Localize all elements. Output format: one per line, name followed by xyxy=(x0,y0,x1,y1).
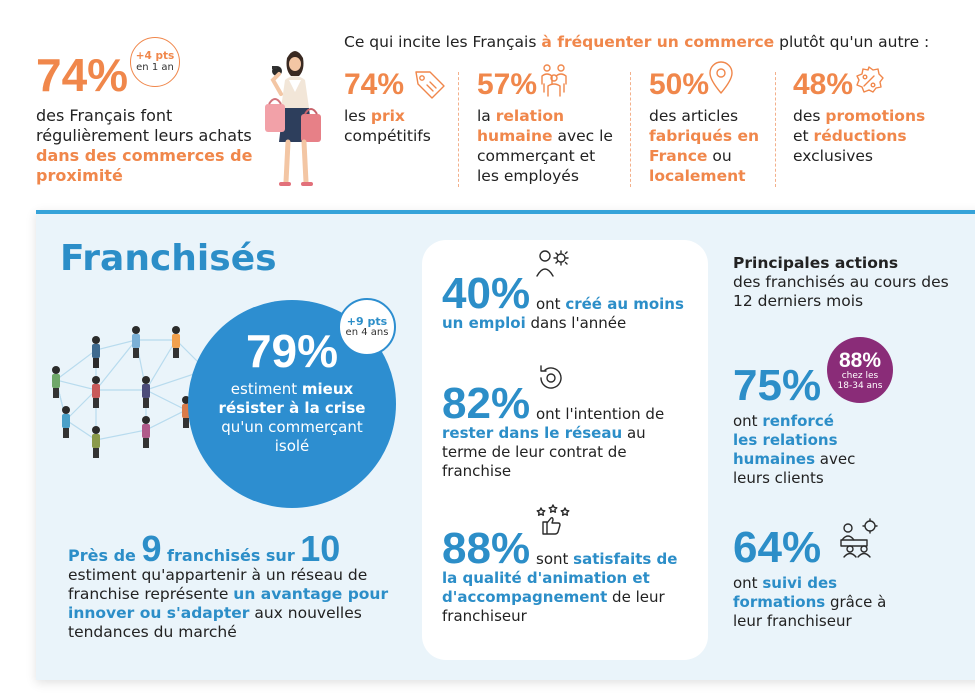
separator xyxy=(458,72,459,187)
card-stat-jobs-pct: 40% xyxy=(442,269,531,318)
young-label: chez les 18-34 ans xyxy=(837,370,883,391)
panel-title: Franchisés xyxy=(60,238,277,279)
card-stat-jobs-text: ont créé au moins un emploi dans l'année xyxy=(442,295,684,332)
badge-period: en 4 ans xyxy=(345,327,389,338)
action-training-pct: 64% xyxy=(733,523,822,572)
thumbs-up-stars-icon xyxy=(536,504,570,535)
resilience-text: estiment mieux résister à la crise qu'un… xyxy=(218,380,366,455)
badge-value: +4 pts xyxy=(135,50,175,62)
stat-relation-text: la relation humaine avec le commerçant e… xyxy=(477,107,613,185)
stat-relation-pct: 57% xyxy=(477,68,538,101)
nine-of-ten-heading: Près de 9 franchisés sur 10 xyxy=(68,528,341,569)
separator xyxy=(775,72,776,187)
training-group-icon xyxy=(840,518,878,558)
stat-prices-pct: 74% xyxy=(344,68,405,101)
stat-promotions-text: des promotions et réductions exclusives xyxy=(793,107,926,165)
young-franchisees-badge: 88% chez les 18-34 ans xyxy=(827,337,893,403)
stat-made-in-france-pct: 50% xyxy=(649,68,710,101)
location-pin-icon xyxy=(709,61,733,94)
increase-badge: +4 pts en 1 an xyxy=(130,37,180,87)
young-pct: 88% xyxy=(838,348,882,372)
people-group-icon xyxy=(541,64,567,97)
separator xyxy=(630,72,631,187)
resilience-pct: 79% xyxy=(245,325,339,377)
stat-promotions-pct: 48% xyxy=(793,68,854,101)
person-gear-icon xyxy=(536,250,569,277)
card-stat-stay-pct: 82% xyxy=(442,379,531,428)
badge-period: en 1 an xyxy=(136,62,174,73)
franchise-stats-card xyxy=(422,240,708,660)
action-relations-text: ont renforcé les relations humaines avec… xyxy=(733,412,856,487)
price-tag-icon xyxy=(415,71,445,99)
badge-value: +9 pts xyxy=(346,315,388,328)
card-stat-satisfied-pct: 88% xyxy=(442,524,531,573)
nine-of-ten-text: estiment qu'appartenir à un réseau de fr… xyxy=(68,566,389,641)
stat-prices-text: les prix compétitifs xyxy=(344,107,431,145)
network-people-illustration xyxy=(52,326,210,458)
circular-arrow-icon xyxy=(540,365,562,389)
stat-made-in-france-text: des articles fabriqués en France ou loca… xyxy=(649,107,760,185)
main-percentage: 74% xyxy=(36,49,129,101)
actions-heading: Principales actions des franchisés au co… xyxy=(733,254,949,310)
card-stat-stay-text: ont l'intention de rester dans le réseau… xyxy=(442,405,665,480)
main-description: des Français font régulièrement leurs ac… xyxy=(36,106,253,185)
shopper-woman-illustration xyxy=(265,51,321,186)
action-relations-pct: 75% xyxy=(733,361,822,410)
card-stat-satisfied-text: sont satisfaits de la qualité d'animatio… xyxy=(442,550,678,625)
person-figure xyxy=(92,336,100,368)
reasons-heading: Ce qui incite les Français à fréquenter … xyxy=(344,33,930,51)
resilience-increase-badge: +9 pts en 4 ans xyxy=(338,298,396,356)
action-training-text: ont suivi des formations grâce à leur fr… xyxy=(733,574,887,630)
discount-badge-icon xyxy=(856,66,884,93)
